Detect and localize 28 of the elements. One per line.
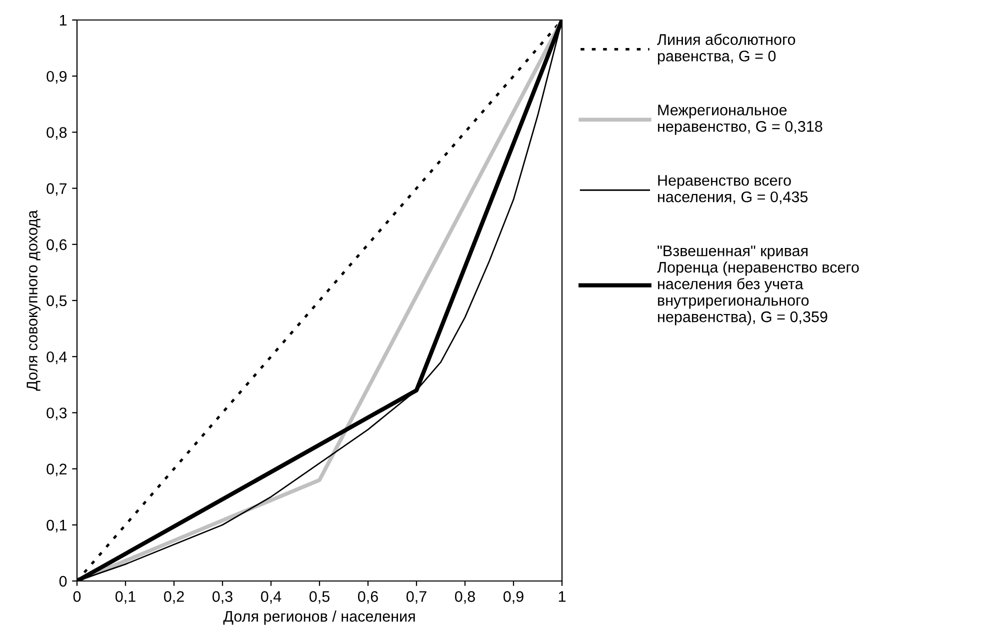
- x-tick-label: 0: [73, 591, 81, 602]
- x-tick-label: 0,9: [503, 591, 524, 604]
- x-tick-label: 0,8: [454, 591, 475, 604]
- y-tick-label: 0,5: [46, 295, 67, 308]
- x-tick-label: 1: [558, 591, 566, 602]
- y-tick-label: 0,8: [46, 127, 67, 140]
- y-tick-label: 1: [60, 15, 67, 26]
- y-tick-label: 0,2: [46, 464, 67, 476]
- x-tick-label: 0,3: [212, 591, 232, 604]
- x-axis-title: Доля регионов / населения: [223, 610, 415, 625]
- x-tick-label: 0,2: [164, 591, 184, 604]
- x-tick-label: 0,1: [115, 591, 136, 604]
- y-tick-label: 0,1: [46, 520, 67, 532]
- legend-label: Неравенство всего населения, G = 0,435: [658, 175, 808, 204]
- y-tick-label: 0,7: [46, 183, 67, 196]
- y-tick-label: 0: [59, 576, 67, 587]
- y-tick-label: 0,6: [46, 239, 67, 252]
- y-tick-label: 0,3: [46, 408, 67, 420]
- y-tick-label: 0,4: [46, 351, 67, 364]
- x-tick-label: 0,5: [309, 591, 330, 604]
- y-axis-title: Доля совокупного дохода: [26, 210, 40, 391]
- y-tick-label: 0,9: [46, 70, 67, 84]
- x-tick-label: 0,4: [260, 591, 282, 604]
- x-tick-label: 0,6: [358, 591, 378, 604]
- legend-label: Линия абсолютного равенства, G = 0: [657, 34, 796, 64]
- legend-label: "Взвешенная" кривая Лоренца (неравенство всего населения без учета внутрирегионального неравенства), G = 0,359: [657, 246, 859, 326]
- x-tick-label: 0,7: [406, 591, 426, 604]
- legend-label: Межрегиональное неравенство, G = 0,318: [658, 104, 822, 135]
